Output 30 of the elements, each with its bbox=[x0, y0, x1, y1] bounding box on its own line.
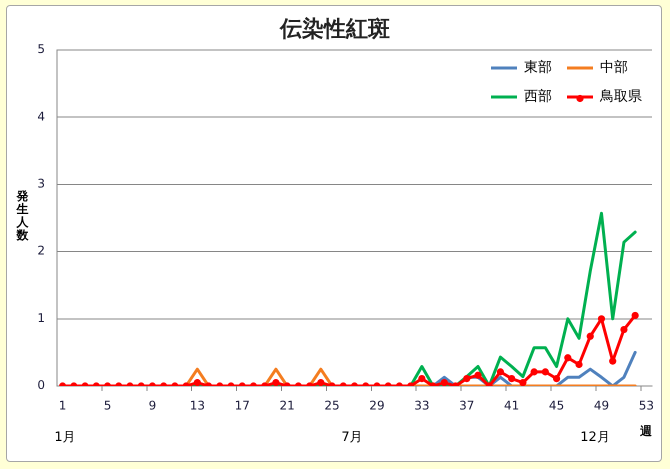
x-tick-label: 53 bbox=[638, 398, 654, 412]
x-tick-label: 45 bbox=[548, 398, 564, 412]
y-tick-label: 0 bbox=[37, 378, 45, 392]
x-tick-label: 21 bbox=[280, 398, 295, 412]
x-axis-title: 週 bbox=[639, 424, 653, 438]
legend-label: 東部 bbox=[524, 60, 552, 76]
x-tick-label: 5 bbox=[104, 398, 112, 412]
y-tick-label: 2 bbox=[37, 244, 45, 258]
legend-label: 鳥取県 bbox=[599, 88, 642, 105]
x-tick-label: 29 bbox=[369, 398, 385, 412]
text: 7月 bbox=[341, 430, 363, 446]
text: 12月 bbox=[580, 430, 610, 446]
text: 1月 bbox=[54, 430, 76, 446]
chart-title: 伝染性紅斑 bbox=[278, 17, 391, 43]
x-tick-label: 9 bbox=[148, 398, 156, 412]
legend-label: 西部 bbox=[524, 88, 552, 105]
x-tick-label: 25 bbox=[324, 398, 340, 412]
y-axis-title: 発生人数 bbox=[16, 189, 29, 242]
legend-label: 中部 bbox=[600, 60, 628, 76]
x-tick-label: 13 bbox=[190, 398, 205, 412]
y-tick-label: 3 bbox=[37, 176, 45, 191]
y-tick-label: 4 bbox=[37, 109, 45, 124]
x-tick-label: 1 bbox=[58, 398, 66, 412]
x-tick-label: 37 bbox=[459, 398, 474, 412]
x-tick-label: 33 bbox=[414, 398, 430, 412]
y-tick-label: 1 bbox=[37, 310, 45, 325]
y-tick-label: 5 bbox=[37, 42, 45, 56]
x-tick-label: 49 bbox=[594, 398, 610, 412]
x-tick-label: 41 bbox=[504, 398, 520, 412]
x-tick-label: 17 bbox=[234, 398, 250, 412]
